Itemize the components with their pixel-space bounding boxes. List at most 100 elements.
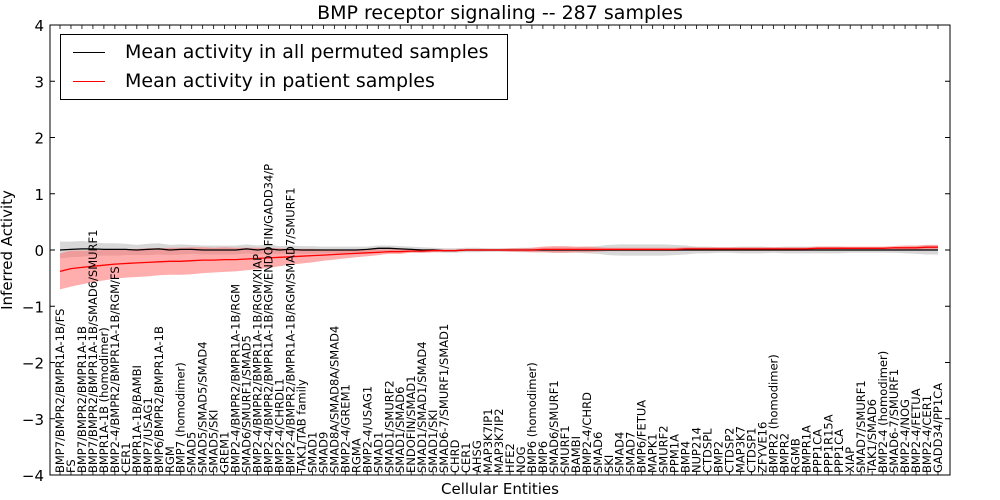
x-category-label: PPP1CA — [810, 429, 824, 473]
legend-item-patient: Mean activity in patient samples — [73, 66, 435, 96]
x-category-label: CTDSP1 — [744, 428, 758, 473]
x-category-label: SMAD6/SMURF1 — [547, 380, 561, 473]
x-category-label: PPP1CA — [832, 429, 846, 473]
x-category-label: BMP4 — [679, 441, 693, 473]
x-category-label: BMP2-4/BMPR2/BMPR1A-1B/RGM/XIAP — [251, 254, 265, 473]
x-category-label: BMPR2 (homodimer) — [766, 354, 780, 473]
x-category-label: SMAD1 — [371, 432, 385, 473]
x-category-label: SMAD1/SKI — [426, 410, 440, 473]
legend-label-permuted: Mean activity in all permuted samples — [125, 41, 489, 63]
y-tick-label: −1 — [22, 298, 44, 316]
x-category-label: BMP2 — [712, 441, 726, 473]
x-axis-label: Cellular Entities — [441, 480, 559, 498]
x-category-label: RGMA — [349, 438, 363, 473]
x-category-label: BMP2-4/BMPR2/BMPR1A-1B/RGM — [229, 284, 243, 473]
x-category-label: SMAD1/SMAD6 — [393, 387, 407, 473]
x-category-label: NUP214 — [690, 427, 704, 473]
x-category-label: SMURF1 — [558, 425, 572, 473]
x-category-label: BMPR2 — [777, 433, 791, 473]
x-category-label: BAMBI — [569, 436, 583, 473]
x-category-label: CER1 — [119, 442, 133, 473]
legend: Mean activity in all permuted samples Me… — [60, 34, 508, 100]
x-category-label: SMAD5/SMAD5/SMAD4 — [196, 341, 210, 473]
x-category-label: BMP2-4 (homodimer) — [876, 351, 890, 473]
x-category-label: RGM — [163, 446, 177, 473]
y-tick-label: −4 — [22, 467, 44, 485]
x-category-label: BMP2-4/BMPR2/BMPR1A-1B/RGM/ENDOFIN/GADD3… — [262, 164, 276, 473]
x-category-label: MAP3K7IP2 — [492, 408, 506, 473]
chart-title: BMP receptor signaling -- 287 samples — [317, 2, 683, 24]
x-category-label: PPM1A — [668, 434, 682, 473]
x-category-label: XIAP — [843, 447, 857, 473]
x-category-label: SMAD1/SMAD1/SMAD4 — [415, 341, 429, 473]
x-category-label: BMPR1A-1B/BAMBI — [130, 365, 144, 473]
x-category-label: SMAD7 — [624, 432, 638, 473]
x-category-label: BMP7/BMPR2/BMPR1A-1B — [75, 326, 89, 473]
x-category-label: BMP7 (homodimer) — [174, 362, 188, 473]
y-tick-label: −2 — [22, 355, 44, 373]
x-category-label: CHRD — [448, 439, 462, 473]
x-category-label: BMP6 — [536, 441, 550, 473]
x-category-label: BMP2-4/CHRD — [580, 392, 594, 473]
x-category-label: BMP7/BMPR2/BMPR1A-1B/FS — [53, 309, 67, 473]
x-category-label: FS — [64, 459, 78, 473]
x-category-label: CTDSPL — [701, 428, 715, 473]
y-tick-label: 2 — [34, 130, 44, 148]
x-category-label: GREM1 — [218, 432, 232, 473]
x-category-label: MAP3K7IP1 — [481, 408, 495, 473]
x-category-label: BMP2-4/CER1 — [920, 395, 934, 473]
x-category-label: BMPR1A-1B (homodimer) — [97, 327, 111, 473]
y-tick-label: 0 — [34, 242, 44, 260]
legend-label-patient: Mean activity in patient samples — [125, 70, 435, 92]
y-tick-label: 4 — [34, 17, 44, 35]
x-category-label: SMAD7/SMURF1 — [854, 380, 868, 473]
x-category-label: SMAD8A/SMAD8A/SMAD4 — [327, 326, 341, 473]
legend-swatch-patient — [73, 80, 105, 82]
x-category-label: GADD34/PP1CA — [931, 383, 945, 473]
patient-series-line — [59, 246, 938, 273]
x-category-label: NOG — [514, 446, 528, 473]
x-category-label: MAPK1 — [646, 433, 660, 473]
x-category-label: ENDOFIN/SMAD1 — [404, 375, 418, 473]
x-category-label: SMAD9 — [316, 432, 330, 473]
x-category-label: SMAD6 — [591, 432, 605, 473]
x-category-label: RGMB — [788, 438, 802, 473]
x-category-label: BMP2-4/CHRDL1 — [273, 378, 287, 473]
x-category-label: BMP2-4/BMPR2/BMPR1A-1B/RGM/FS — [108, 266, 122, 473]
x-category-label: BMP6 (homodimer) — [525, 362, 539, 473]
x-category-label: SMAD6-7/SMURF1/SMAD1 — [437, 324, 451, 473]
x-category-label: TAK1/SMAD6 — [865, 399, 879, 474]
x-category-label: BMP2-4/NOG — [898, 399, 912, 473]
x-category-label: BMP2-4/GREM1 — [338, 384, 352, 473]
x-category-label: BMP2-4/FETUA — [909, 388, 923, 473]
x-category-label: CTDSP2 — [723, 428, 737, 473]
legend-item-permuted: Mean activity in all permuted samples — [73, 37, 488, 67]
x-category-label: MAP3K7 — [734, 426, 748, 473]
plot-frame — [49, 24, 951, 476]
y-tick-label: 3 — [34, 73, 44, 91]
x-category-label: BMP6/BMPR2/BMPR1A-1B — [152, 326, 166, 473]
x-category-label: SMURF2 — [657, 425, 671, 473]
x-category-label: BMP2-4/USAG1 — [360, 386, 374, 473]
x-category-label: ZFYVE16 — [755, 422, 769, 473]
x-category-label: BMP6/FETUA — [635, 400, 649, 473]
x-category-label: SMAD1 — [305, 432, 319, 473]
x-category-label: PPP1R15A — [821, 414, 835, 473]
y-tick-label: −3 — [22, 411, 44, 429]
x-category-label: SKI — [602, 455, 616, 473]
x-category-label: HFE2 — [503, 443, 517, 473]
x-category-label: AHSG — [470, 440, 484, 473]
x-category-label: BMP7/BMPR2/BMPR1A-1B/SMAD6/SMURF1 — [86, 230, 100, 473]
x-category-label: SMAD5 — [185, 432, 199, 473]
x-category-label: CER1 — [459, 442, 473, 473]
x-category-label: BMP2-4/BMPR2/BMPR1A-1B/RGM/SMAD7/SMURF1 — [284, 187, 298, 473]
x-category-label: BMPR1A — [799, 425, 813, 473]
x-category-label: SMAD6-7/SMURF1 — [887, 369, 901, 473]
y-axis-label: Inferred Activity — [0, 190, 16, 310]
x-category-label: SMAD5/SKI — [207, 410, 221, 473]
x-category-label: BMP7/USAG1 — [141, 397, 155, 473]
x-category-label: SMAD1/SMURF2 — [382, 380, 396, 473]
x-category-label: SMAD4 — [613, 432, 627, 473]
y-tick-label: 1 — [34, 186, 44, 204]
patient-band — [60, 244, 938, 290]
